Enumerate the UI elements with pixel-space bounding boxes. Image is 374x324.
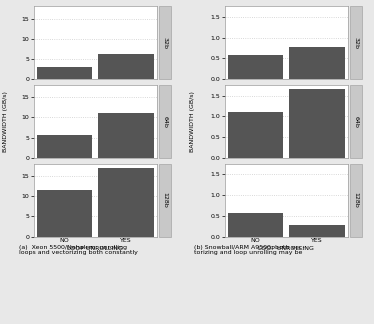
Text: (a)  Xeon 5500/Nehalem: unrolling
loops and vectorizing both constantly: (a) Xeon 5500/Nehalem: unrolling loops a… xyxy=(19,245,138,255)
Bar xyxy=(289,225,345,237)
Bar xyxy=(289,47,345,79)
Text: 128b: 128b xyxy=(353,192,358,208)
X-axis label: LOOP UNROLLING: LOOP UNROLLING xyxy=(67,246,123,251)
Text: BANDWIDTH (GB/s): BANDWIDTH (GB/s) xyxy=(190,91,195,152)
Bar xyxy=(289,89,345,158)
Bar xyxy=(37,190,92,237)
Bar xyxy=(228,213,283,237)
X-axis label: LOOP UNROLLING: LOOP UNROLLING xyxy=(258,246,314,251)
Bar xyxy=(228,112,283,158)
Bar xyxy=(98,168,154,237)
Bar xyxy=(37,67,92,79)
Text: 128b: 128b xyxy=(162,192,167,208)
Text: 64b: 64b xyxy=(353,116,358,127)
Text: (b) Snowball/ARM A9500: both vec-
torizing and loop unrolling may be: (b) Snowball/ARM A9500: both vec- torizi… xyxy=(194,245,305,255)
Bar xyxy=(98,113,154,158)
Text: 32b: 32b xyxy=(162,37,167,49)
Text: 32b: 32b xyxy=(353,37,358,49)
Text: 64b: 64b xyxy=(162,116,167,127)
Text: BANDWIDTH (GB/s): BANDWIDTH (GB/s) xyxy=(3,91,8,152)
Bar xyxy=(37,135,92,158)
Bar xyxy=(98,54,154,79)
Bar xyxy=(228,55,283,79)
